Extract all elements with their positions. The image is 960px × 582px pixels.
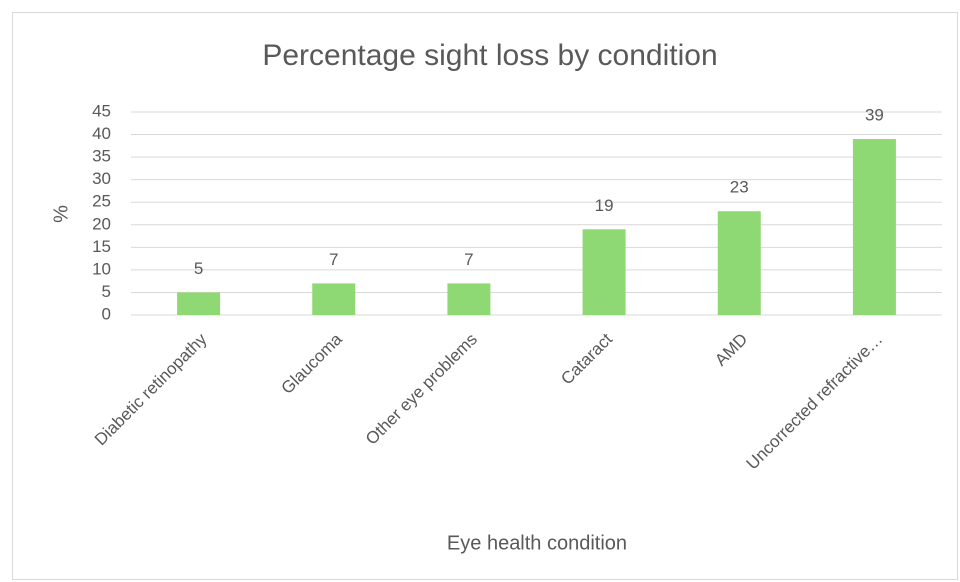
y-tick-label: 30 (92, 169, 111, 188)
data-label: 5 (194, 259, 203, 278)
bar (582, 229, 626, 315)
bar (717, 211, 761, 315)
data-label: 7 (329, 250, 338, 269)
y-tick-label: 40 (92, 124, 111, 143)
y-tick-label: 45 (92, 101, 111, 120)
y-tick-label: 10 (92, 259, 111, 278)
y-tick-label: 25 (92, 192, 111, 211)
data-label: 7 (464, 250, 473, 269)
bar (177, 292, 221, 315)
y-tick-label: 5 (102, 282, 111, 301)
y-tick-label: 0 (102, 304, 111, 323)
chart-title: Percentage sight loss by condition (262, 39, 717, 72)
bar (852, 139, 896, 315)
y-tick-label: 15 (92, 237, 111, 256)
y-axis-title: % (50, 205, 72, 223)
y-tick-label: 35 (92, 147, 111, 166)
data-label: 39 (865, 106, 884, 125)
data-label: 23 (730, 178, 749, 197)
data-label: 19 (595, 196, 614, 215)
bar (312, 283, 356, 315)
x-axis-title: Eye health condition (447, 532, 627, 554)
bar (447, 283, 491, 315)
y-tick-label: 20 (92, 214, 111, 233)
